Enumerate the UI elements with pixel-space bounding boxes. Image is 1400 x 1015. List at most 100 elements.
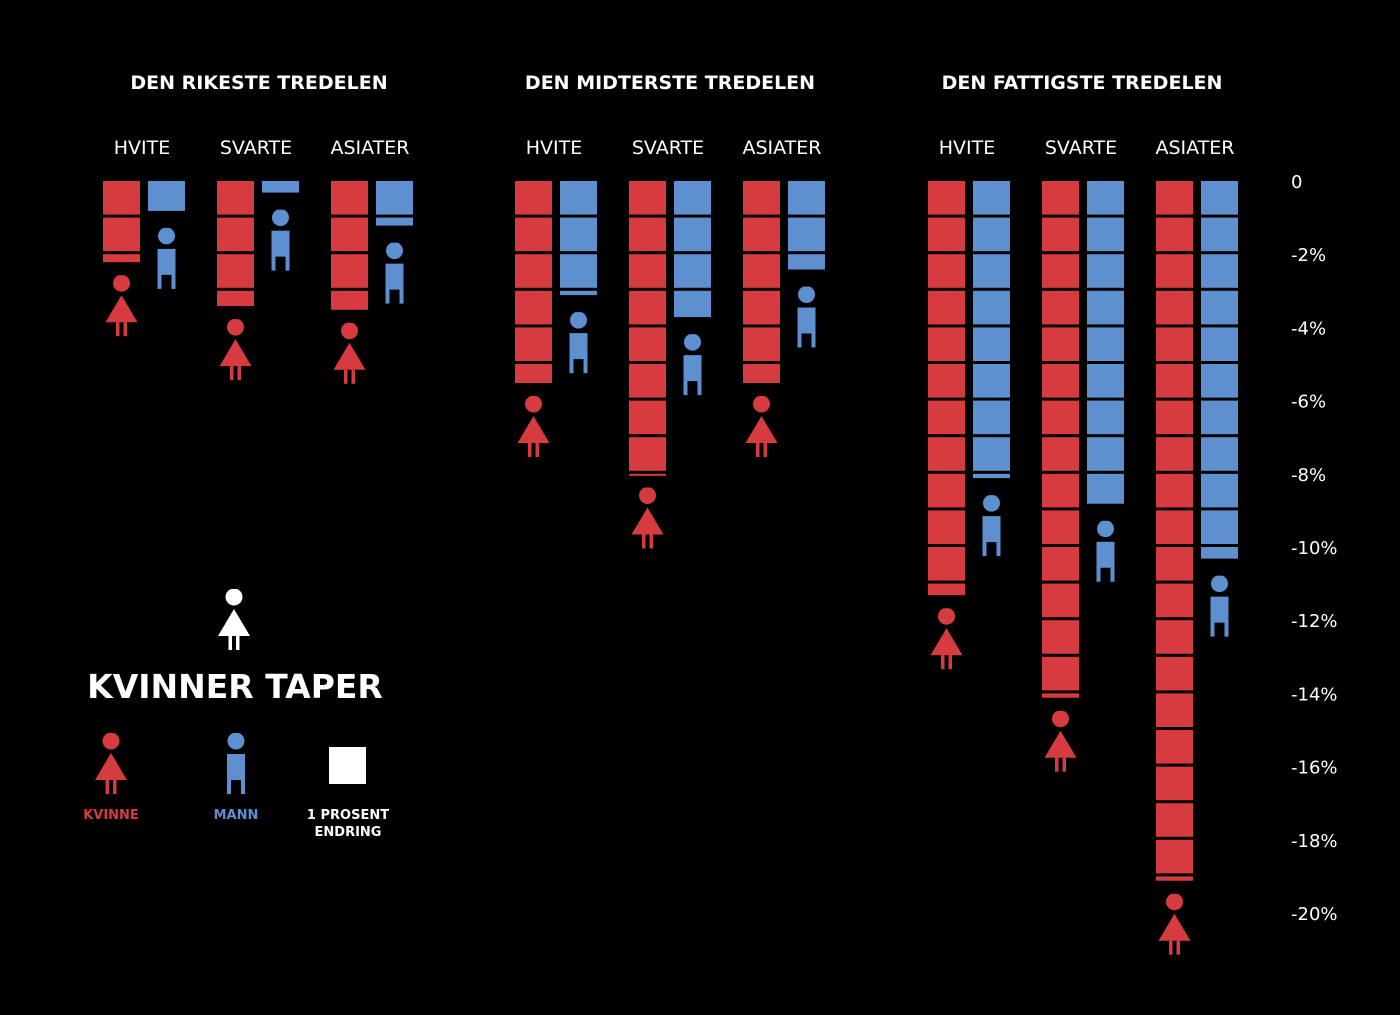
category-label-fattigste-hvite: HVITE xyxy=(939,137,996,159)
bar-segment-kvinne-fattigste-svarte xyxy=(1042,254,1079,288)
bar-segment-kvinne-fattigste-svarte xyxy=(1042,364,1079,398)
bar-segment-mann-fattigste-asiater xyxy=(1201,254,1238,288)
legend-woman-icon xyxy=(218,589,250,650)
bar-segment-kvinne-fattigste-asiater xyxy=(1156,400,1193,435)
legend-kvinne-icon xyxy=(95,733,127,794)
bar-segment-mann-midterste-svarte xyxy=(674,217,711,252)
bar-segment-kvinne-fattigste-hvite xyxy=(928,400,965,435)
bar-segment-kvinne-fattigste-hvite xyxy=(928,437,965,471)
y-tick-label: -10% xyxy=(1291,538,1338,559)
y-tick-label: -14% xyxy=(1291,684,1338,705)
bar-segment-mann-fattigste-hvite xyxy=(973,400,1010,435)
bar-segment-kvinne-fattigste-asiater xyxy=(1156,437,1193,471)
legend-title: KVINNER TAPER xyxy=(87,667,383,706)
bar-segment-mann-fattigste-asiater xyxy=(1201,364,1238,398)
bar-segment-kvinne-midterste-svarte xyxy=(629,473,666,476)
bar-segment-kvinne-fattigste-hvite xyxy=(928,254,965,288)
bar-segment-kvinne-midterste-asiater xyxy=(743,364,780,383)
bar-segment-mann-fattigste-svarte xyxy=(1087,217,1124,252)
bar-segment-kvinne-fattigste-asiater xyxy=(1156,839,1193,874)
bar-segment-kvinne-fattigste-asiater xyxy=(1156,620,1193,654)
category-label-midterste-svarte: SVARTE xyxy=(632,137,704,159)
bar-segment-mann-midterste-asiater xyxy=(788,217,825,252)
man-icon xyxy=(683,334,702,396)
bar-segment-kvinne-fattigste-asiater xyxy=(1156,290,1193,325)
woman-icon xyxy=(1158,893,1191,955)
bar-segment-kvinne-fattigste-hvite xyxy=(928,290,965,325)
category-label-rikeste-hvite: HVITE xyxy=(114,137,171,159)
legend-mann-label: MANN xyxy=(214,808,259,823)
bar-segment-kvinne-fattigste-asiater xyxy=(1156,254,1193,288)
bar-segment-mann-midterste-svarte xyxy=(674,181,711,215)
bar-segment-mann-fattigste-asiater xyxy=(1201,437,1238,471)
bar-segment-mann-fattigste-hvite xyxy=(973,217,1010,252)
bar-segment-mann-fattigste-svarte xyxy=(1087,254,1124,288)
bar-segment-mann-fattigste-hvite xyxy=(973,290,1010,325)
bar-segment-kvinne-rikeste-svarte xyxy=(217,181,254,215)
man-icon xyxy=(1210,575,1229,637)
bar-segment-mann-fattigste-hvite xyxy=(973,254,1010,288)
bar-segment-mann-fattigste-svarte xyxy=(1087,437,1124,471)
bar-segment-kvinne-midterste-svarte xyxy=(629,327,666,361)
bar-segment-kvinne-midterste-svarte xyxy=(629,290,666,325)
y-tick-label: -8% xyxy=(1291,465,1326,486)
bar-segment-kvinne-fattigste-hvite xyxy=(928,510,965,544)
bar-segment-kvinne-fattigste-hvite xyxy=(928,181,965,215)
bar-segment-kvinne-rikeste-asiater xyxy=(331,181,368,215)
category-label-fattigste-asiater: ASIATER xyxy=(1156,137,1235,159)
bar-segment-kvinne-fattigste-asiater xyxy=(1156,364,1193,398)
woman-icon xyxy=(219,319,252,381)
bar-segment-kvinne-fattigste-svarte xyxy=(1042,656,1079,691)
bar-segment-kvinne-fattigste-asiater xyxy=(1156,766,1193,801)
woman-icon xyxy=(930,608,963,670)
bar-segment-kvinne-rikeste-hvite xyxy=(103,181,140,215)
bar-segment-mann-rikeste-hvite xyxy=(148,181,185,211)
bar-segment-mann-fattigste-hvite xyxy=(973,473,1010,479)
man-icon xyxy=(1096,520,1115,582)
legend: KVINNER TAPER KVINNE MANN 1 PROSENT ENDR… xyxy=(83,589,389,840)
bar-segment-kvinne-fattigste-hvite xyxy=(928,473,965,508)
bar-segment-mann-fattigste-asiater xyxy=(1201,327,1238,361)
bar-segment-kvinne-rikeste-hvite xyxy=(103,217,140,252)
bar-segment-mann-midterste-hvite xyxy=(560,181,597,215)
bar-segment-kvinne-midterste-hvite xyxy=(515,290,552,325)
man-icon xyxy=(797,286,816,348)
bar-segment-kvinne-fattigste-asiater xyxy=(1156,693,1193,727)
bar-segment-kvinne-midterste-svarte xyxy=(629,364,666,398)
bar-segment-kvinne-rikeste-hvite xyxy=(103,254,140,263)
bar-segment-kvinne-midterste-svarte xyxy=(629,254,666,288)
bar-segment-mann-midterste-asiater xyxy=(788,254,825,270)
bar-segment-mann-fattigste-hvite xyxy=(973,437,1010,471)
bar-segment-mann-fattigste-svarte xyxy=(1087,473,1124,504)
bar-segment-kvinne-fattigste-svarte xyxy=(1042,693,1079,698)
bar-segment-kvinne-midterste-hvite xyxy=(515,364,552,383)
bar-segment-kvinne-fattigste-asiater xyxy=(1156,656,1193,691)
bar-segment-mann-midterste-hvite xyxy=(560,290,597,296)
bar-segment-mann-rikeste-svarte xyxy=(262,181,299,193)
bar-segment-kvinne-midterste-asiater xyxy=(743,217,780,252)
bar-segment-kvinne-fattigste-asiater xyxy=(1156,217,1193,252)
bar-segment-kvinne-rikeste-asiater xyxy=(331,217,368,252)
bar-segment-mann-midterste-hvite xyxy=(560,217,597,252)
y-tick-label: -12% xyxy=(1291,611,1338,632)
bar-segment-kvinne-fattigste-svarte xyxy=(1042,583,1079,618)
bar-segment-mann-fattigste-svarte xyxy=(1087,327,1124,361)
legend-unit-line1: 1 PROSENT xyxy=(307,808,389,823)
man-icon xyxy=(271,209,290,271)
category-label-rikeste-svarte: SVARTE xyxy=(220,137,292,159)
bar-segment-kvinne-fattigste-hvite xyxy=(928,547,965,581)
bar-segment-mann-midterste-svarte xyxy=(674,254,711,288)
bar-segment-mann-fattigste-svarte xyxy=(1087,181,1124,215)
bar-segment-mann-fattigste-asiater xyxy=(1201,400,1238,435)
bar-segment-mann-midterste-hvite xyxy=(560,254,597,288)
legend-kvinne-label: KVINNE xyxy=(83,808,139,823)
legend-mann-icon xyxy=(227,733,245,794)
group-title-fattigste: DEN FATTIGSTE TREDELEN xyxy=(942,72,1223,94)
y-tick-label: 0 xyxy=(1291,172,1302,193)
bar-segment-mann-fattigste-asiater xyxy=(1201,510,1238,544)
category-label-midterste-hvite: HVITE xyxy=(526,137,583,159)
bar-segment-mann-midterste-svarte xyxy=(674,290,711,318)
bar-segment-mann-fattigste-asiater xyxy=(1201,290,1238,325)
bar-segment-kvinne-fattigste-asiater xyxy=(1156,510,1193,544)
bar-segment-kvinne-fattigste-asiater xyxy=(1156,181,1193,215)
